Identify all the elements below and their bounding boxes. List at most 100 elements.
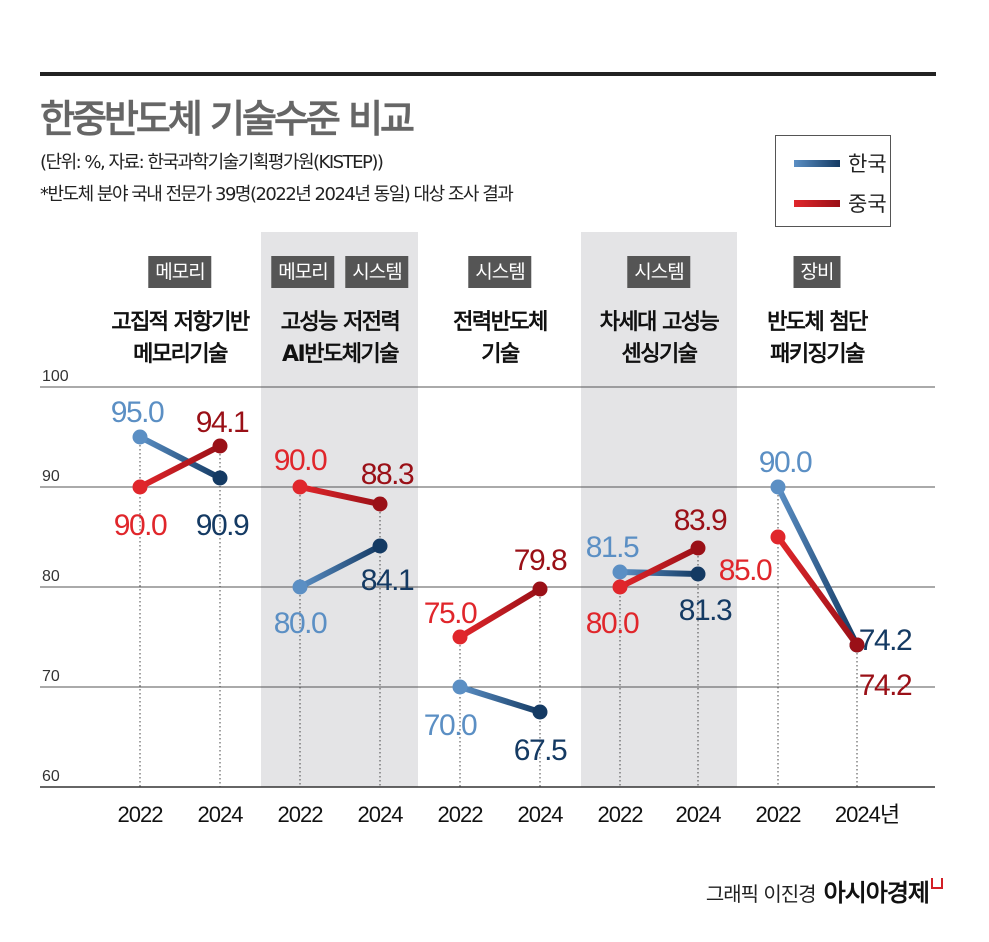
china-point-2022 <box>452 629 468 645</box>
china-line <box>138 443 222 490</box>
category-title-line: 전력반도체 <box>453 310 548 335</box>
korea-value-label: 70.0 <box>424 709 477 742</box>
category-title-line: 고집적 저항기반 <box>111 310 250 335</box>
x-tick-label: 2024 <box>518 802 564 827</box>
category-tag: 메모리 <box>148 256 212 288</box>
korea-value-label: 67.5 <box>514 734 567 767</box>
korea-point-2022 <box>452 679 468 695</box>
china-point-2022 <box>612 579 628 595</box>
korea-point-2024 <box>372 538 388 554</box>
graphic-credit: 그래픽 이진경 <box>705 882 817 906</box>
korea-point-2022 <box>292 579 308 595</box>
x-tick-label: 2024 <box>676 802 722 827</box>
china-line <box>299 484 381 507</box>
china-value-label: 83.9 <box>674 504 727 537</box>
china-point-2024 <box>212 438 228 454</box>
china-point-2024 <box>690 540 706 556</box>
x-tick-label: 2022 <box>438 802 484 827</box>
y-tick-label: 80 <box>42 568 60 585</box>
china-value-label: 94.1 <box>196 406 249 439</box>
unit-source: (단위: %, 자료: 한국과학기술기획평가원(KISTEP)) <box>40 152 384 173</box>
china-value-label: 90.0 <box>274 444 327 477</box>
legend-china: 중국 <box>794 188 887 218</box>
korea-value-label: 80.0 <box>274 607 327 640</box>
legend-korea: 한국 <box>794 148 887 178</box>
china-value-label: 88.3 <box>361 458 414 491</box>
category-title-line: 메모리기술 <box>133 342 228 367</box>
china-point-2024 <box>372 496 388 512</box>
korea-line <box>459 684 541 715</box>
china-value-label: 74.2 <box>859 669 912 702</box>
legend-china-label: 중국 <box>848 192 887 216</box>
brand-logo: 아시아경제 <box>823 879 930 907</box>
category-title-line: 센싱기술 <box>621 342 698 367</box>
china-swatch <box>794 199 840 207</box>
korea-swatch <box>794 159 840 167</box>
korea-line <box>775 485 860 647</box>
korea-line <box>298 543 382 590</box>
group-shade-4 <box>581 232 737 787</box>
x-tick-label: 2024 <box>198 802 244 827</box>
korea-line <box>138 434 222 481</box>
china-point-2022 <box>292 479 308 495</box>
category-title-line: 패키징기술 <box>770 342 865 367</box>
category-title: 고성능 저전력 AI반도체기술 <box>255 307 425 371</box>
footer: 그래픽 이진경 아시아경제 <box>705 873 930 908</box>
x-tick-label: 2022 <box>118 802 164 827</box>
y-tick-label: 100 <box>42 368 69 385</box>
legend: 한국 중국 <box>775 135 891 227</box>
logo-mark-icon <box>931 878 943 889</box>
survey-note: *반도체 분야 국내 전문가 39명(2022년 2024년 동일) 대상 조사… <box>40 184 514 205</box>
y-tick-label: 60 <box>42 768 60 785</box>
china-point-2022 <box>770 529 786 545</box>
korea-value-label: 81.5 <box>586 531 639 564</box>
korea-point-2022 <box>770 479 786 495</box>
category-title-line: 반도체 첨단 <box>767 310 868 335</box>
china-point-2024 <box>849 637 865 653</box>
x-tick-label: 2024년 <box>835 802 899 827</box>
china-value-label: 85.0 <box>719 554 772 587</box>
china-value-label: 75.0 <box>424 597 477 630</box>
chart-title: 한중반도체 기술수준 비교 <box>40 97 415 141</box>
korea-value-label: 84.1 <box>361 564 414 597</box>
china-value-label: 90.0 <box>114 509 167 542</box>
china-value-label: 80.0 <box>586 607 639 640</box>
china-value-label: 79.8 <box>514 544 567 577</box>
category-tag: 시스템 <box>468 256 532 288</box>
category-tag: 메모리 <box>271 256 335 288</box>
group-shade-2 <box>261 232 418 787</box>
china-point-2024 <box>532 581 548 597</box>
legend-korea-label: 한국 <box>848 152 887 176</box>
china-line <box>458 586 542 640</box>
korea-value-label: 90.0 <box>759 446 812 479</box>
category-tag: 시스템 <box>345 256 409 288</box>
china-line <box>775 535 860 647</box>
korea-point-2024 <box>212 470 228 486</box>
korea-value-label: 90.9 <box>196 509 249 542</box>
korea-value-label: 81.3 <box>679 594 732 627</box>
korea-point-2024 <box>690 566 706 582</box>
korea-point-2022 <box>612 564 628 580</box>
korea-line <box>619 569 699 578</box>
x-tick-label: 2022 <box>756 802 802 827</box>
category-title-line: 고성능 저전력 <box>280 310 401 335</box>
korea-value-label: 74.2 <box>859 624 912 657</box>
category-title-line: 기술 <box>481 342 520 367</box>
korea-point-2024 <box>532 704 548 720</box>
y-tick-label: 90 <box>42 468 60 485</box>
category-title-line: AI반도체기술 <box>282 342 399 367</box>
x-tick-label: 2024 <box>358 802 404 827</box>
x-tick-label: 2022 <box>598 802 644 827</box>
category-tag: 장비 <box>793 256 841 288</box>
korea-value-label: 95.0 <box>111 396 164 429</box>
china-point-2022 <box>132 479 148 495</box>
x-tick-label: 2022 <box>278 802 324 827</box>
top-rule <box>40 72 936 76</box>
category-title-line: 차세대 고성능 <box>599 310 720 335</box>
